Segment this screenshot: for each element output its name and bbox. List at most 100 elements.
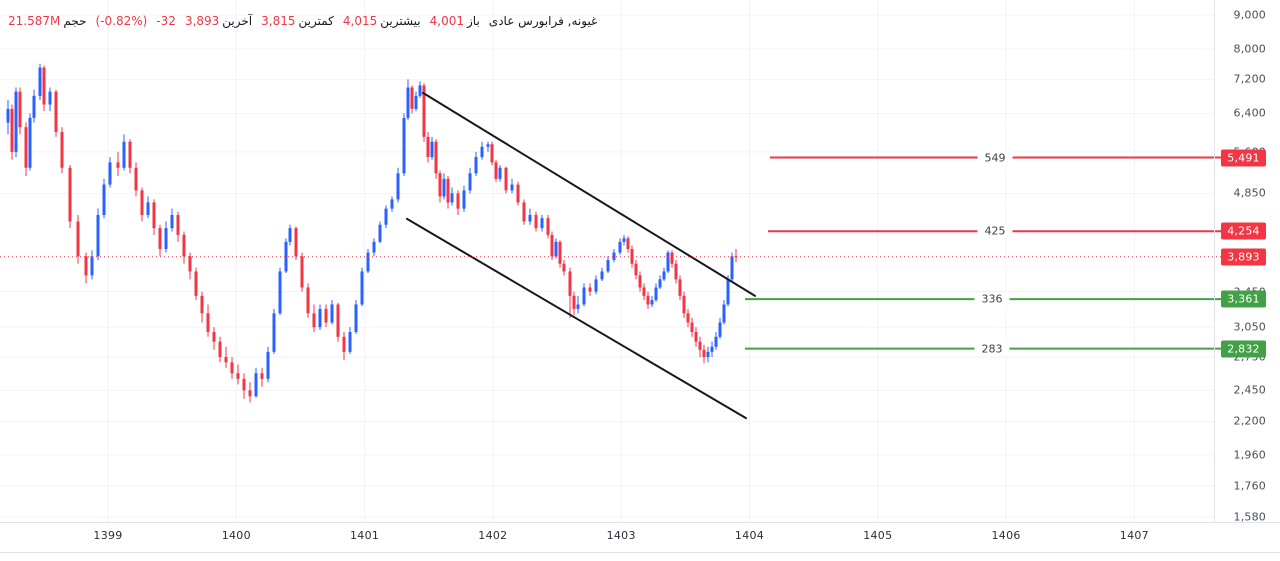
candle bbox=[642, 283, 646, 301]
candle-body bbox=[622, 238, 626, 242]
level-line-label[interactable]: 425 bbox=[977, 224, 1013, 238]
candle-body bbox=[294, 228, 298, 257]
candle bbox=[266, 346, 270, 383]
candle bbox=[726, 275, 730, 307]
level-line-label[interactable]: 283 bbox=[974, 342, 1010, 356]
candle bbox=[254, 367, 258, 398]
candle bbox=[718, 317, 722, 339]
time-tick-label: 1401 bbox=[349, 529, 380, 542]
candle-body bbox=[588, 287, 592, 292]
ohlc-field-value: (-0.82%) bbox=[95, 14, 148, 28]
price-tick-label: 4,850 bbox=[1233, 186, 1266, 200]
ohlc-field: باز 4,001 bbox=[430, 14, 480, 28]
candle-body bbox=[330, 304, 334, 323]
candle-body bbox=[24, 127, 28, 168]
candle-body bbox=[612, 252, 616, 260]
candle bbox=[306, 283, 310, 318]
candle-body bbox=[14, 91, 18, 152]
channel-trendline[interactable] bbox=[422, 91, 756, 297]
candle bbox=[474, 151, 478, 177]
candle bbox=[188, 252, 192, 280]
candle-body bbox=[430, 141, 434, 158]
candle bbox=[278, 267, 282, 316]
candle bbox=[438, 170, 442, 203]
candle bbox=[108, 157, 112, 188]
candle bbox=[360, 267, 364, 307]
candle-body bbox=[558, 241, 562, 264]
candle bbox=[568, 267, 572, 318]
candle-body bbox=[6, 108, 10, 123]
candle-body bbox=[96, 214, 100, 257]
candle bbox=[494, 159, 498, 182]
candle bbox=[504, 166, 508, 194]
candle bbox=[284, 238, 288, 274]
candle bbox=[430, 136, 434, 160]
candle bbox=[176, 211, 180, 242]
candle-body bbox=[468, 173, 472, 191]
channel-trendline[interactable] bbox=[406, 217, 747, 420]
candle-body bbox=[366, 252, 370, 272]
candle-body bbox=[134, 167, 138, 191]
candle-body bbox=[176, 214, 180, 235]
candle-body bbox=[576, 304, 580, 309]
candle bbox=[318, 304, 322, 331]
candle-body bbox=[546, 218, 550, 235]
ohlc-field: -32 bbox=[156, 14, 176, 28]
level-price-badge: 4,254 bbox=[1221, 222, 1266, 240]
candle bbox=[14, 87, 18, 158]
candle-body bbox=[678, 279, 682, 296]
candle bbox=[730, 252, 734, 281]
time-axis-border bbox=[0, 522, 1280, 523]
candle-body bbox=[158, 228, 162, 249]
candle-body bbox=[402, 117, 406, 174]
candle-body bbox=[662, 271, 666, 280]
candle bbox=[456, 190, 460, 215]
candle bbox=[236, 364, 240, 385]
candle-body bbox=[706, 351, 710, 358]
candle bbox=[558, 240, 562, 268]
candle-body bbox=[426, 136, 430, 158]
candle bbox=[722, 300, 726, 325]
candle-body bbox=[354, 304, 358, 332]
level-line-label[interactable]: 549 bbox=[977, 151, 1013, 165]
candle bbox=[646, 291, 650, 309]
price-tick-label: 9,000 bbox=[1233, 8, 1266, 22]
candle-body bbox=[722, 304, 726, 323]
candle bbox=[612, 248, 616, 263]
candle-body bbox=[654, 287, 658, 301]
price-tick-label: 2,200 bbox=[1233, 414, 1266, 428]
candle bbox=[194, 267, 198, 301]
price-tick-label: 3,050 bbox=[1233, 320, 1266, 334]
candle-body bbox=[54, 91, 58, 132]
candle-body bbox=[10, 108, 14, 152]
candle bbox=[28, 113, 32, 171]
candle-body bbox=[212, 331, 216, 342]
candle-body bbox=[480, 146, 484, 158]
ohlc-field-value: -32 bbox=[156, 14, 176, 28]
candle-body bbox=[242, 378, 246, 391]
candle bbox=[446, 176, 450, 209]
price-axis-border bbox=[1214, 0, 1215, 522]
candle-body bbox=[516, 184, 520, 203]
candle-body bbox=[300, 256, 304, 288]
level-line-label[interactable]: 336 bbox=[974, 292, 1010, 306]
candle-body bbox=[456, 193, 460, 209]
candle-body bbox=[48, 91, 52, 105]
candle bbox=[606, 256, 610, 274]
candle bbox=[600, 267, 604, 281]
candle-body bbox=[670, 252, 674, 264]
bottom-border bbox=[0, 552, 1280, 553]
candle-body bbox=[718, 322, 722, 337]
time-tick-label: 1399 bbox=[93, 529, 123, 542]
candle bbox=[324, 304, 328, 328]
candle bbox=[396, 167, 400, 203]
candle bbox=[152, 199, 156, 235]
symbol-name: غیونه, فرابورس عادی bbox=[488, 14, 598, 28]
candle-body bbox=[690, 322, 694, 332]
candle bbox=[702, 344, 706, 364]
level-price-badge: 5,491 bbox=[1221, 149, 1266, 167]
candle-body bbox=[658, 279, 662, 288]
candle-body bbox=[122, 141, 126, 168]
